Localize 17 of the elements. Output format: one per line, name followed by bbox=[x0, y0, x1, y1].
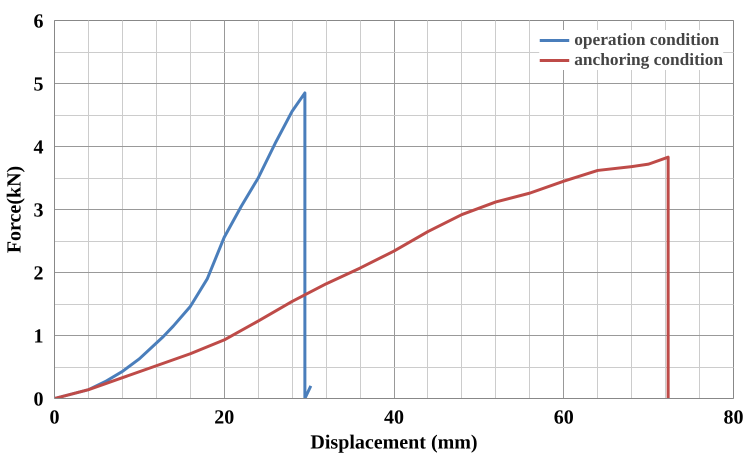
x-tick-label: 0 bbox=[50, 406, 60, 428]
y-tick-label: 1 bbox=[34, 326, 44, 348]
y-tick-label: 5 bbox=[34, 74, 44, 96]
x-tick-label: 80 bbox=[724, 406, 744, 428]
legend-label: anchoring condition bbox=[574, 50, 723, 70]
x-tick-label: 40 bbox=[384, 406, 404, 428]
line-series bbox=[54, 156, 670, 398]
y-axis-title: Force(kN) bbox=[4, 166, 26, 254]
x-axis-title: Displacement (mm) bbox=[310, 432, 478, 454]
y-tick-label: 3 bbox=[34, 200, 44, 222]
y-tick-label: 2 bbox=[34, 262, 44, 284]
x-tick-label: 20 bbox=[214, 406, 234, 428]
y-tick-label: 0 bbox=[34, 388, 44, 410]
y-tick-label: 4 bbox=[34, 136, 44, 158]
y-tick-label: 6 bbox=[34, 10, 44, 32]
legend-label: operation condition bbox=[574, 30, 720, 50]
x-tick-label: 60 bbox=[554, 406, 574, 428]
